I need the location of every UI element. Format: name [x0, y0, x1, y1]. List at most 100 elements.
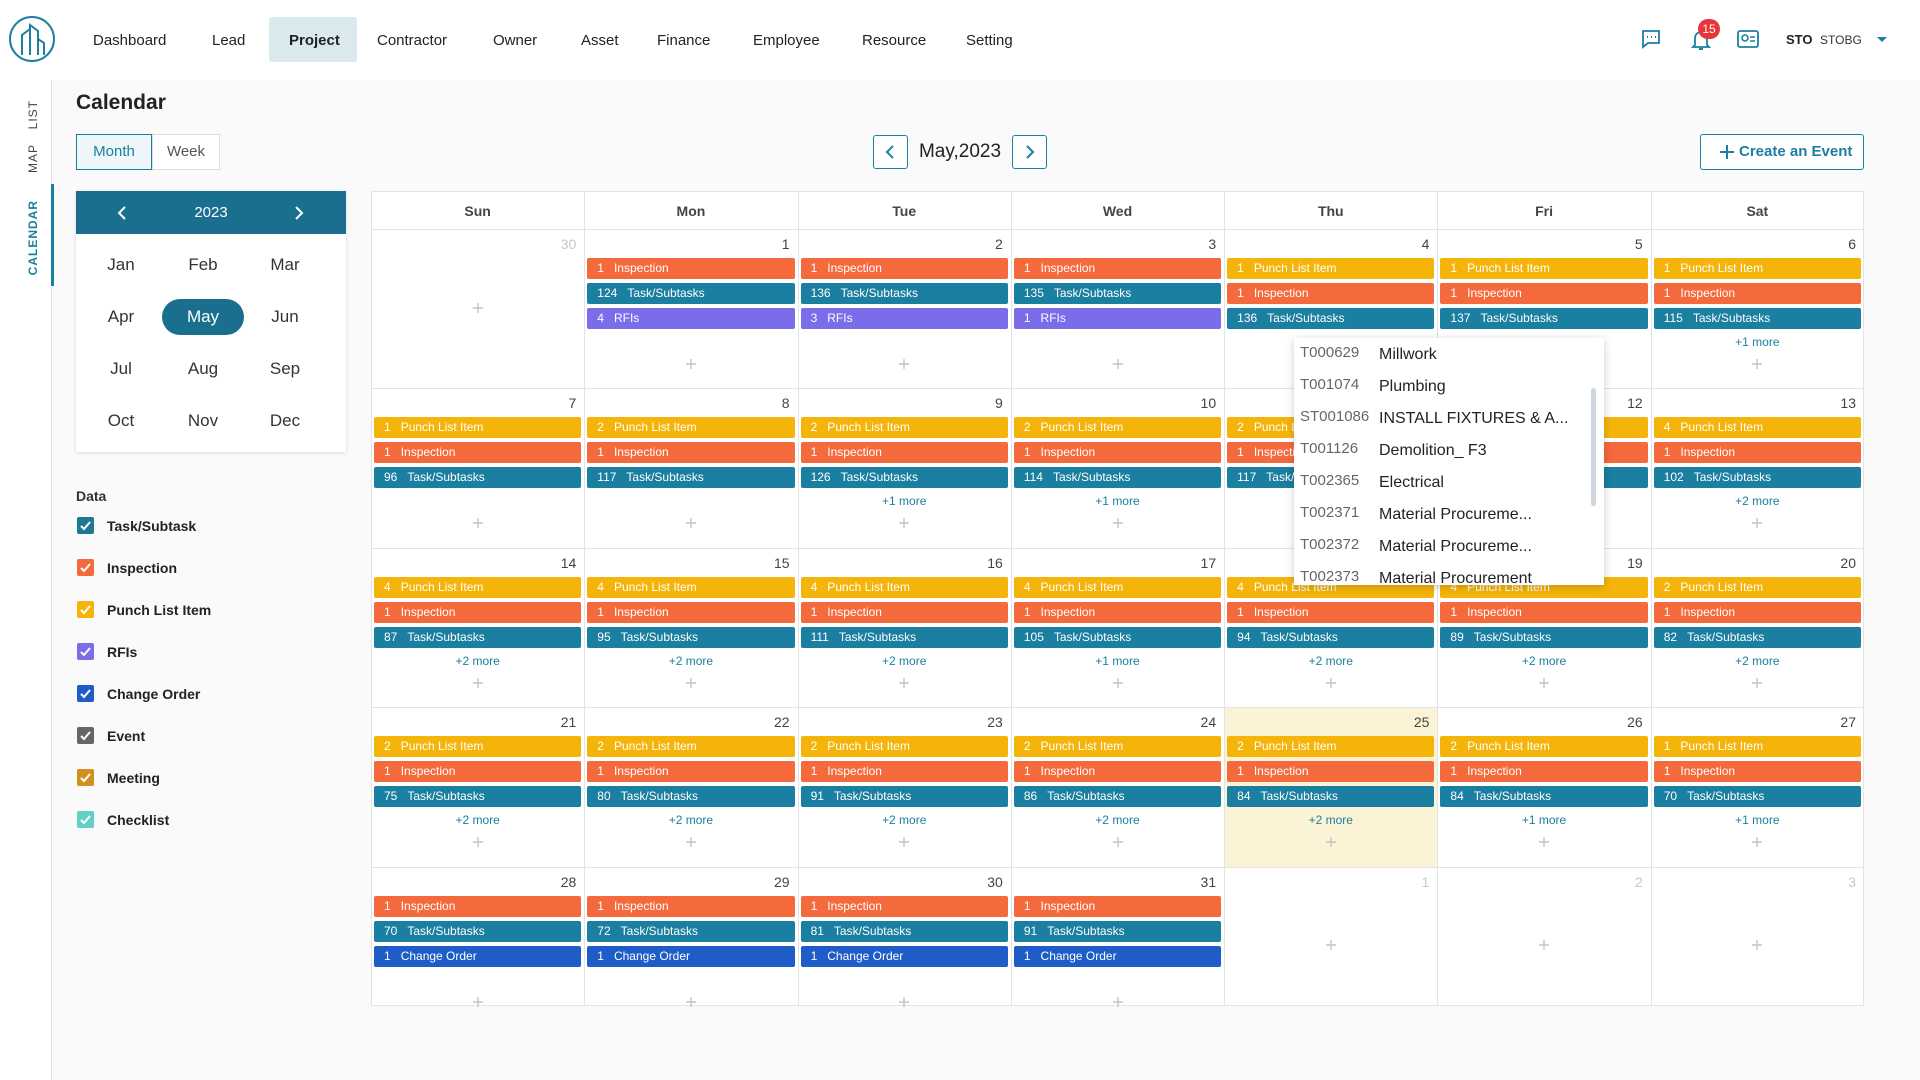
add-event-button[interactable]: [1537, 938, 1551, 952]
filter-checkbox[interactable]: [77, 727, 94, 744]
event-bar[interactable]: 1 Inspection: [1440, 601, 1648, 623]
event-bar[interactable]: 4 RFIs: [587, 308, 795, 329]
mini-month[interactable]: Feb: [188, 255, 218, 274]
more-link[interactable]: +2 more: [455, 813, 500, 828]
event-bar[interactable]: 1 Inspection: [374, 761, 582, 783]
event-bar[interactable]: 4 Punch List Item: [800, 576, 1008, 598]
nav-item[interactable]: Finance: [657, 32, 711, 49]
event-bar[interactable]: 2 Punch List Item: [1013, 417, 1222, 439]
nav-item[interactable]: Lead: [212, 32, 246, 49]
event-bar[interactable]: 2 Punch List Item: [1227, 736, 1435, 758]
event-bar[interactable]: 135 Task/Subtasks: [1013, 283, 1222, 304]
event-bar[interactable]: 86 Task/Subtasks: [1013, 786, 1222, 808]
more-link[interactable]: +1 more: [1095, 653, 1140, 668]
filter-checkbox[interactable]: [77, 769, 94, 786]
event-bar[interactable]: 4 Punch List Item: [1013, 576, 1222, 598]
mini-month[interactable]: Nov: [187, 411, 219, 430]
event-bar[interactable]: 1 Inspection: [374, 442, 582, 464]
event-bar[interactable]: 1 Inspection: [374, 601, 582, 623]
add-event-button[interactable]: [1750, 835, 1764, 849]
add-event-button[interactable]: [1537, 676, 1551, 690]
event-bar[interactable]: 1 Inspection: [587, 601, 795, 623]
event-bar[interactable]: 95 Task/Subtasks: [587, 626, 795, 648]
event-bar[interactable]: 1 Punch List Item: [374, 417, 582, 439]
add-event-button[interactable]: [471, 835, 485, 849]
add-event-button[interactable]: [1750, 357, 1764, 371]
event-bar[interactable]: 1 Inspection: [587, 761, 795, 783]
event-bar[interactable]: 2 Punch List Item: [587, 736, 795, 758]
event-bar[interactable]: 96 Task/Subtasks: [374, 467, 582, 489]
prev-month-button[interactable]: [873, 135, 908, 169]
event-bar[interactable]: 1 Inspection: [1013, 258, 1222, 279]
event-bar[interactable]: 1 Inspection: [1653, 283, 1861, 304]
event-bar[interactable]: 2 Punch List Item: [1653, 576, 1861, 598]
popup-code[interactable]: T002371: [1300, 504, 1360, 521]
user-menu-caret[interactable]: [1876, 36, 1888, 44]
add-event-button[interactable]: [1111, 835, 1125, 849]
prev-year-button[interactable]: [112, 203, 132, 223]
more-link[interactable]: +2 more: [668, 653, 714, 668]
event-bar[interactable]: 1 Punch List Item: [1440, 258, 1648, 279]
event-bar[interactable]: 1 Change Order: [587, 945, 795, 967]
mini-month[interactable]: Jun: [271, 307, 299, 326]
event-bar[interactable]: 70 Task/Subtasks: [374, 920, 582, 942]
event-bar[interactable]: 91 Task/Subtasks: [800, 786, 1008, 808]
add-event-button[interactable]: [897, 516, 911, 530]
event-bar[interactable]: 1 Punch List Item: [1653, 258, 1861, 279]
event-bar[interactable]: 1 Inspection: [587, 442, 795, 464]
add-event-button[interactable]: [471, 995, 485, 1009]
add-event-button[interactable]: [1111, 676, 1125, 690]
more-link[interactable]: +1 more: [882, 494, 927, 509]
mini-month[interactable]: Mar: [270, 255, 300, 274]
popup-code[interactable]: T002373: [1300, 568, 1360, 585]
event-bar[interactable]: 2 Punch List Item: [800, 736, 1008, 758]
add-event-button[interactable]: [684, 835, 698, 849]
event-bar[interactable]: 3 RFIs: [800, 308, 1008, 329]
more-link[interactable]: +2 more: [1308, 813, 1353, 828]
add-event-button[interactable]: [1750, 938, 1764, 952]
filter-checkbox[interactable]: [77, 517, 94, 534]
mini-month[interactable]: Dec: [269, 411, 301, 430]
event-bar[interactable]: 1 Inspection: [800, 258, 1008, 279]
more-link[interactable]: +1 more: [1521, 813, 1567, 828]
filter-checkbox[interactable]: [77, 559, 94, 576]
popup-code[interactable]: T002372: [1300, 536, 1360, 553]
event-bar[interactable]: 80 Task/Subtasks: [587, 786, 795, 808]
more-link[interactable]: +2 more: [1308, 653, 1353, 668]
event-bar[interactable]: 105 Task/Subtasks: [1013, 626, 1222, 648]
event-bar[interactable]: 126 Task/Subtasks: [800, 467, 1008, 489]
popup-name[interactable]: Material Procureme...: [1379, 506, 1532, 523]
add-event-button[interactable]: [1750, 516, 1764, 530]
add-event-button[interactable]: [684, 995, 698, 1009]
side-tab[interactable]: LIST: [26, 100, 40, 130]
more-link[interactable]: +2 more: [1735, 653, 1780, 668]
user-initials[interactable]: STO: [1786, 32, 1813, 47]
popup-code[interactable]: T001074: [1300, 376, 1360, 393]
mini-month[interactable]: Jan: [107, 255, 135, 274]
event-bar[interactable]: 1 RFIs: [1013, 308, 1222, 329]
nav-item[interactable]: Asset: [581, 32, 619, 49]
popup-code[interactable]: T000629: [1300, 344, 1360, 361]
event-bar[interactable]: 1 Inspection: [587, 895, 795, 917]
contact-icon[interactable]: [1736, 28, 1760, 50]
more-link[interactable]: +2 more: [668, 813, 714, 828]
view-toggle-button[interactable]: Month: [76, 134, 152, 170]
nav-item[interactable]: Contractor: [377, 32, 448, 49]
event-bar[interactable]: 1 Inspection: [1013, 761, 1222, 783]
nav-item[interactable]: Resource: [862, 32, 927, 49]
add-event-button[interactable]: [1324, 938, 1338, 952]
event-bar[interactable]: 1 Inspection: [800, 601, 1008, 623]
popup-name[interactable]: Millwork: [1379, 346, 1437, 363]
event-bar[interactable]: 1 Inspection: [800, 895, 1008, 917]
event-bar[interactable]: 117 Task/Subtasks: [587, 467, 795, 489]
event-bar[interactable]: 1 Punch List Item: [1653, 736, 1861, 758]
mini-month[interactable]: Apr: [107, 307, 135, 326]
popup-name[interactable]: Demolition_ F3: [1379, 442, 1487, 459]
next-month-button[interactable]: [1012, 135, 1047, 169]
event-bar[interactable]: 1 Inspection: [1440, 761, 1648, 783]
add-event-button[interactable]: [897, 676, 911, 690]
event-bar[interactable]: 114 Task/Subtasks: [1013, 467, 1222, 489]
event-bar[interactable]: 84 Task/Subtasks: [1227, 786, 1435, 808]
add-event-button[interactable]: [471, 301, 485, 315]
nav-item[interactable]: Owner: [493, 32, 538, 49]
